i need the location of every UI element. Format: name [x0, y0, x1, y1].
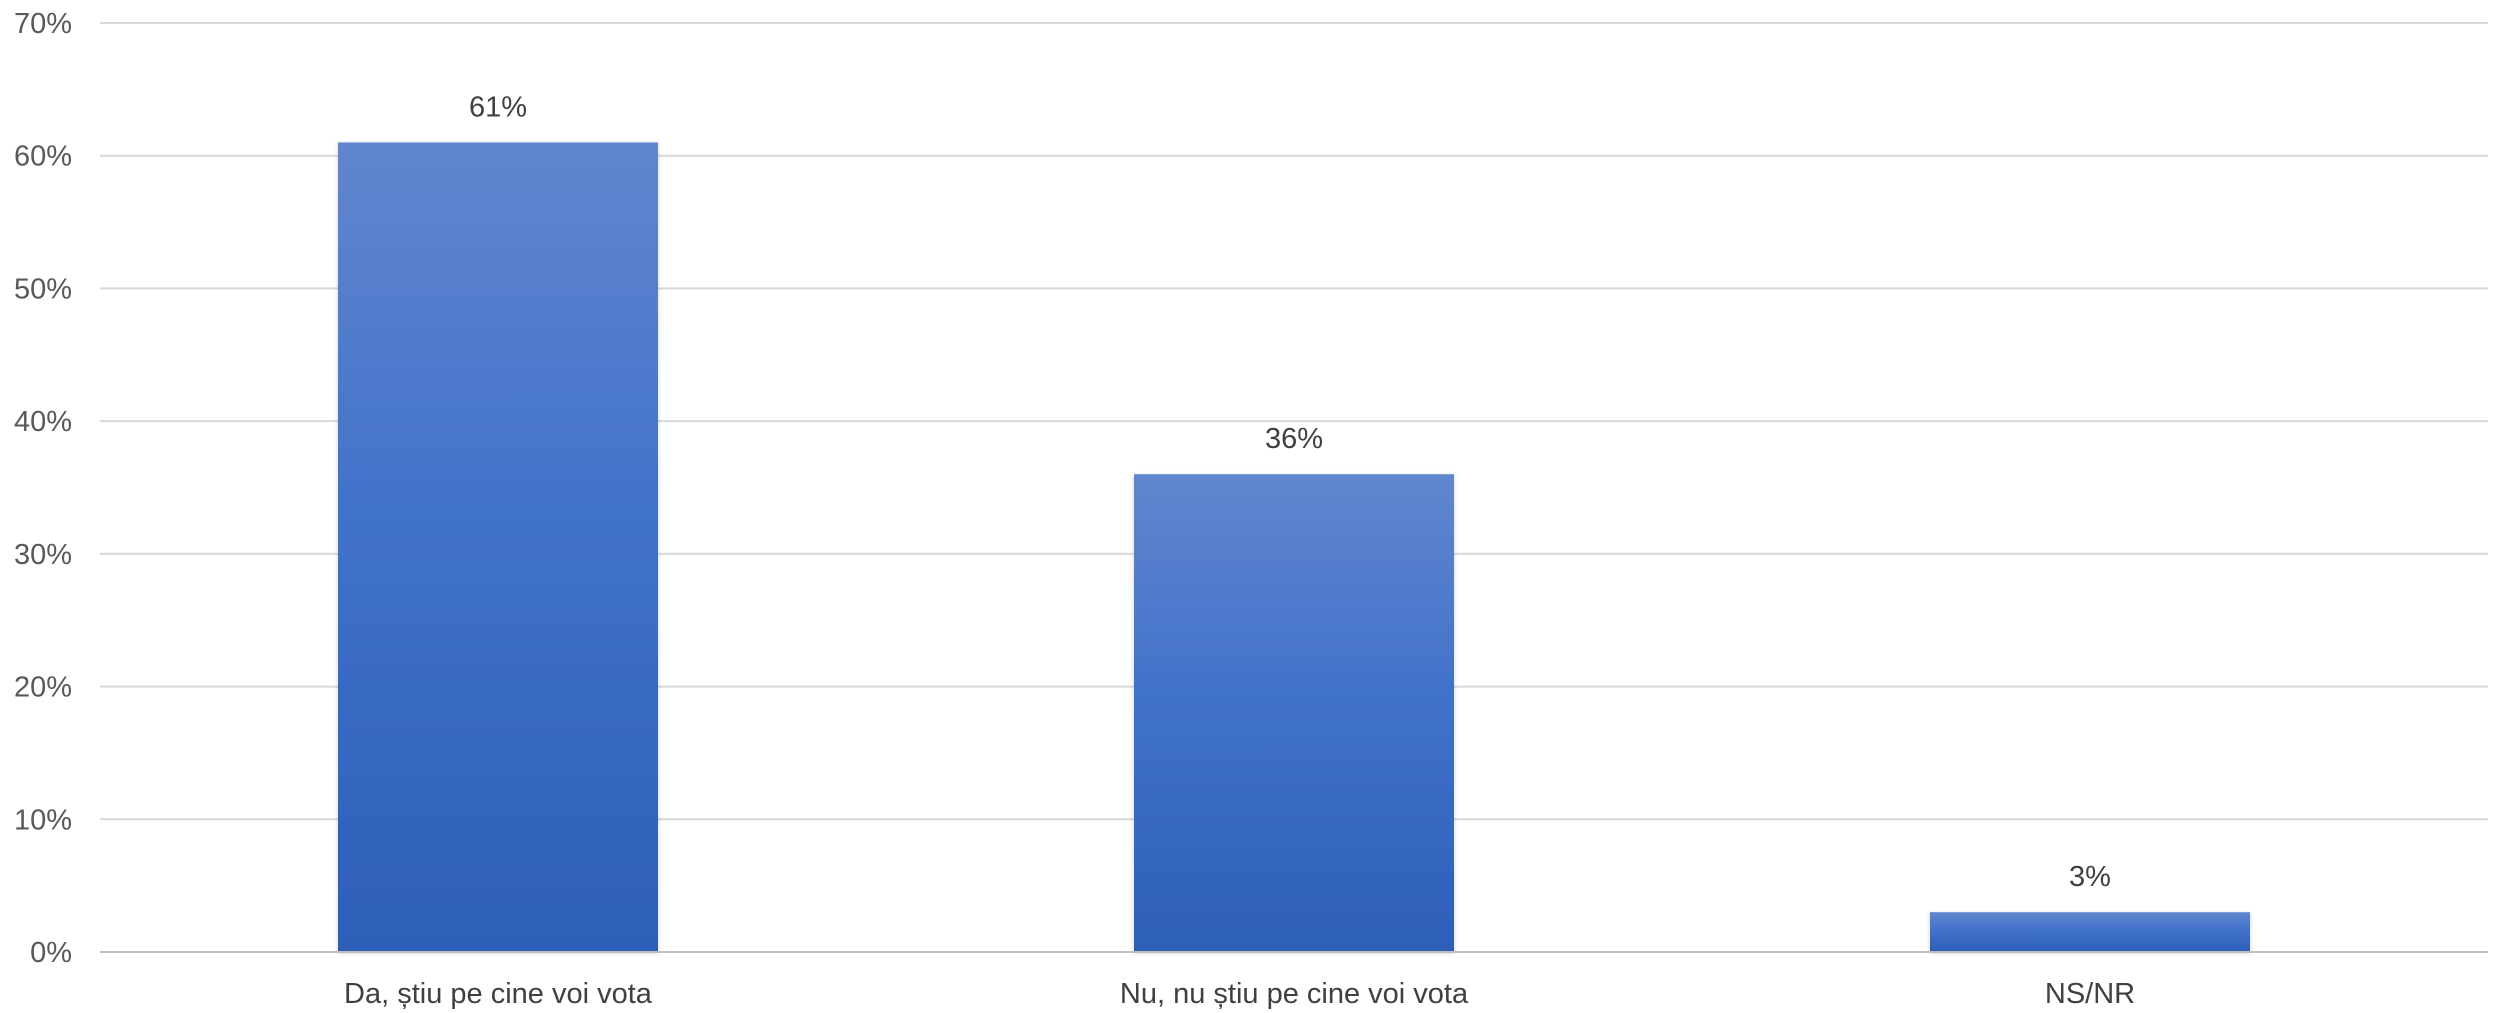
category-label-3: NS/NR — [2045, 978, 2135, 1010]
category-label-2: Nu, nu știu pe cine voi vota — [1120, 978, 1469, 1010]
y-tick-label: 70% — [14, 8, 72, 40]
y-tick-label: 60% — [14, 141, 72, 173]
y-tick-label: 40% — [14, 406, 72, 438]
data-label-2: 36% — [1265, 423, 1323, 455]
data-label-3: 3% — [2069, 861, 2111, 893]
y-tick-label: 0% — [30, 937, 72, 969]
y-tick-label: 20% — [14, 672, 72, 704]
y-axis-tick-labels: 0% 10% 20% 30% 40% 50% 60% 70% — [14, 8, 72, 969]
x-axis-category-labels: Da, știu pe cine voi vota Nu, nu știu pe … — [344, 978, 2135, 1010]
bars — [338, 142, 2250, 952]
category-label-1: Da, știu pe cine voi vota — [344, 978, 653, 1010]
y-tick-label: 30% — [14, 539, 72, 571]
bar-2 — [1134, 474, 1454, 952]
data-labels: 61% 36% 3% — [469, 91, 2111, 893]
bar-1 — [338, 142, 658, 952]
y-tick-label: 10% — [14, 804, 72, 836]
y-tick-label: 50% — [14, 273, 72, 305]
data-label-1: 61% — [469, 91, 527, 123]
bar-3 — [1930, 912, 2250, 952]
